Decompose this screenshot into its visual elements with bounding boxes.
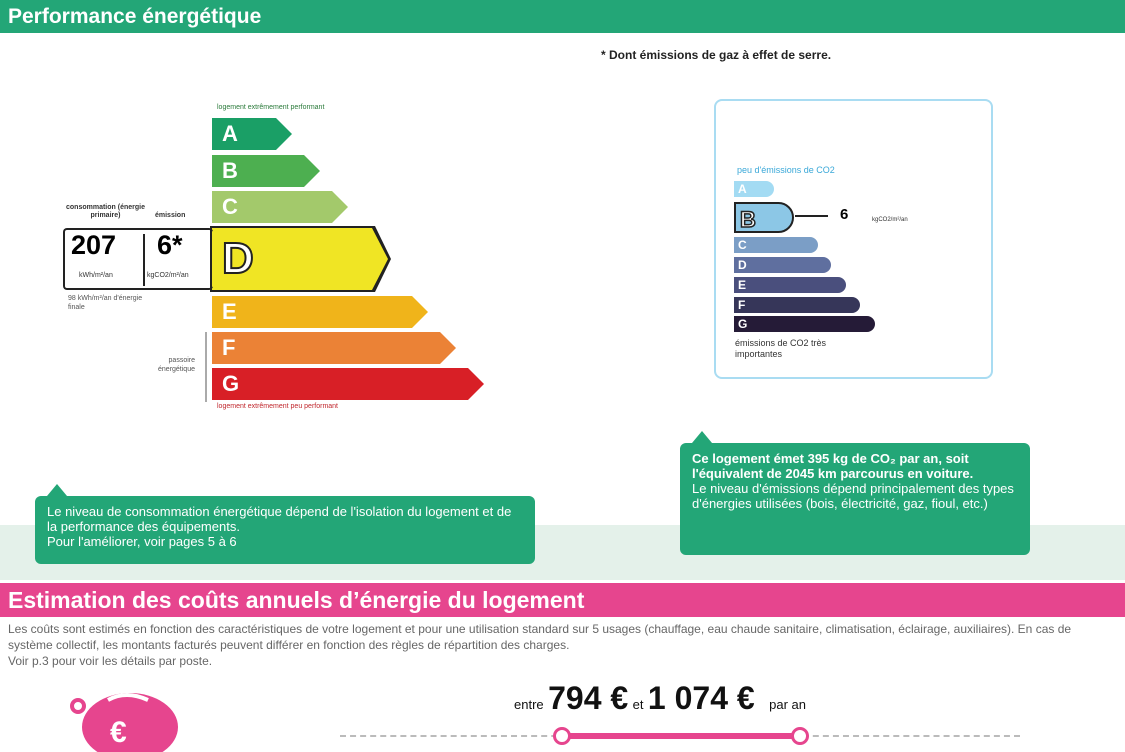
energy-callout-text: Le niveau de consommation énergétique dé…	[47, 504, 512, 549]
piggy-bank-euro-icon: €	[70, 693, 178, 752]
co2-callout: Ce logement émet 395 kg de CO₂ par an, s…	[680, 431, 1030, 555]
emission-unit: kgCO2/m²/an	[147, 272, 189, 279]
per-year-label: par an	[769, 697, 807, 712]
ghg-note: * Dont émissions de gaz à effet de serre…	[601, 48, 832, 62]
and-label: et	[632, 697, 644, 712]
co2-class-g: G	[734, 316, 875, 332]
cost-min: 794 €	[548, 680, 629, 716]
energy-class-c: C	[212, 191, 348, 223]
energy-class-f: F	[212, 332, 456, 364]
co2-unit: kgCO2/m²/an	[872, 217, 908, 223]
co2-class-e: E	[734, 277, 846, 293]
cost-max-marker	[791, 727, 809, 745]
cost-max: 1 074 €	[647, 680, 755, 716]
cost-range: entre 794 € et 1 074 € par an	[514, 680, 806, 717]
energy-class-d: D	[212, 228, 388, 290]
bottom-label: logement extrêmement peu performant	[217, 403, 339, 410]
cost-range-bar	[562, 733, 800, 739]
co2-class-d: D	[734, 257, 831, 273]
consumption-value: 207	[71, 230, 117, 260]
emission-value: 6*	[157, 230, 183, 260]
co2-callout-bold: Ce logement émet 395 kg de CO₂ par an, s…	[692, 451, 974, 481]
co2-top-label: peu d'émissions de CO2	[737, 165, 835, 175]
energy-class-b: B	[212, 155, 320, 187]
consumption-value-box: 207 kWh/m²/an 6* kgCO2/m²/an	[63, 228, 213, 290]
top-label: logement extrêmement performant	[217, 104, 325, 111]
between-label: entre	[514, 697, 544, 712]
co2-value: 6	[840, 206, 849, 223]
emission-label: émission	[155, 212, 186, 219]
co2-panel	[714, 99, 993, 379]
co2-callout-text: Le niveau d'émissions dépend principalem…	[692, 481, 1014, 511]
final-energy: 98 kWh/m²/an d'énergie finale	[68, 295, 143, 311]
consumption-unit: kWh/m²/an	[79, 272, 113, 279]
passoire-label: passoire énergétique	[158, 357, 195, 373]
co2-class-b: B	[734, 202, 794, 233]
energy-callout: Le niveau de consommation énergétique dé…	[35, 484, 535, 564]
energy-class-g: G	[212, 368, 484, 400]
cost-estimate-header: Estimation des coûts annuels d’énergie d…	[0, 583, 1125, 617]
cost-min-marker	[553, 727, 571, 745]
energy-performance-header: Performance énergétique	[0, 0, 1125, 33]
co2-class-a: A	[734, 181, 774, 197]
co2-class-c: C	[734, 237, 818, 253]
cost-description: Les coûts sont estimés en fonction des c…	[8, 622, 1072, 668]
energy-class-a: A	[212, 118, 292, 150]
consumption-label: consommation (énergie primaire)	[66, 204, 145, 219]
co2-bottom-label: émissions de CO2 très importantes	[735, 338, 827, 359]
svg-text:€: €	[110, 716, 127, 749]
energy-class-e: E	[212, 296, 428, 328]
co2-class-f: F	[734, 297, 860, 313]
